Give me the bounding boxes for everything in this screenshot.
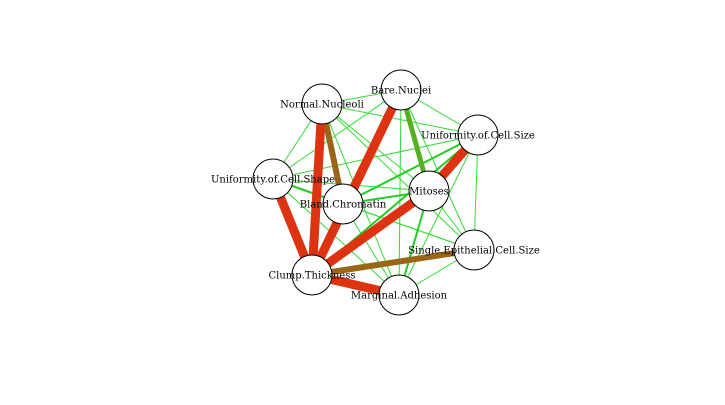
edge-bare_nuclei-uniformity_cell_shape — [272, 89, 402, 180]
edge-uniformity_cell_size-uniformity_cell_shape — [272, 134, 479, 180]
node-circle — [378, 274, 420, 316]
node-circle — [291, 254, 333, 296]
edge-bare_nuclei-clump_thickness — [307, 88, 406, 277]
node-single_epithelial_cell_size: Single.Epithelial.Cell.Size — [408, 229, 540, 271]
node-label: Single.Epithelial.Cell.Size — [408, 246, 540, 257]
edge-normal_nucleoli-uniformity_cell_size — [321, 103, 479, 136]
node-circle — [408, 170, 450, 212]
edge-bland_chromatin-single_epithelial_cell_size — [342, 203, 475, 251]
node-circle — [301, 83, 343, 125]
node-bland_chromatin: Bland.Chromatin — [300, 183, 387, 225]
node-circle — [252, 158, 294, 200]
edge-uniformity_cell_size-marginal_adhesion — [398, 134, 479, 296]
edge-normal_nucleoli-clump_thickness — [307, 103, 327, 276]
node-circle — [453, 229, 495, 271]
node-label: Mitoses — [409, 187, 449, 198]
node-bare_nuclei: Bare.Nuclei — [371, 69, 431, 111]
edge-mitoses-clump_thickness — [309, 187, 432, 279]
node-label: Clump.Thickness — [269, 271, 356, 282]
node-label: Bare.Nuclei — [371, 86, 431, 97]
node-label: Marginal.Adhesion — [351, 291, 448, 302]
node-circle — [457, 114, 499, 156]
node-clump_thickness: Clump.Thickness — [269, 254, 356, 296]
node-normal_nucleoli: Normal.Nucleoli — [280, 83, 364, 125]
edge-uniformity_cell_size-bland_chromatin — [342, 134, 479, 205]
node-circle — [380, 69, 422, 111]
node-layer: Normal.Nucleoli Bare.Nuclei Uniformity.of.… — [211, 69, 540, 316]
node-label: Uniformity.of.Cell.Size — [421, 131, 535, 142]
node-uniformity_cell_size: Uniformity.of.Cell.Size — [421, 114, 535, 156]
node-uniformity_cell_shape: Uniformity.of.Cell.Shape — [211, 158, 335, 200]
node-label: Bland.Chromatin — [300, 200, 387, 211]
node-label: Normal.Nucleoli — [280, 100, 364, 111]
node-mitoses: Mitoses — [408, 170, 450, 212]
edge-uniformity_cell_shape-marginal_adhesion — [272, 178, 400, 296]
node-label: Uniformity.of.Cell.Shape — [211, 175, 335, 186]
edge-single_epithelial_cell_size-clump_thickness — [311, 247, 475, 278]
node-marginal_adhesion: Marginal.Adhesion — [351, 274, 448, 316]
node-circle — [322, 183, 364, 225]
